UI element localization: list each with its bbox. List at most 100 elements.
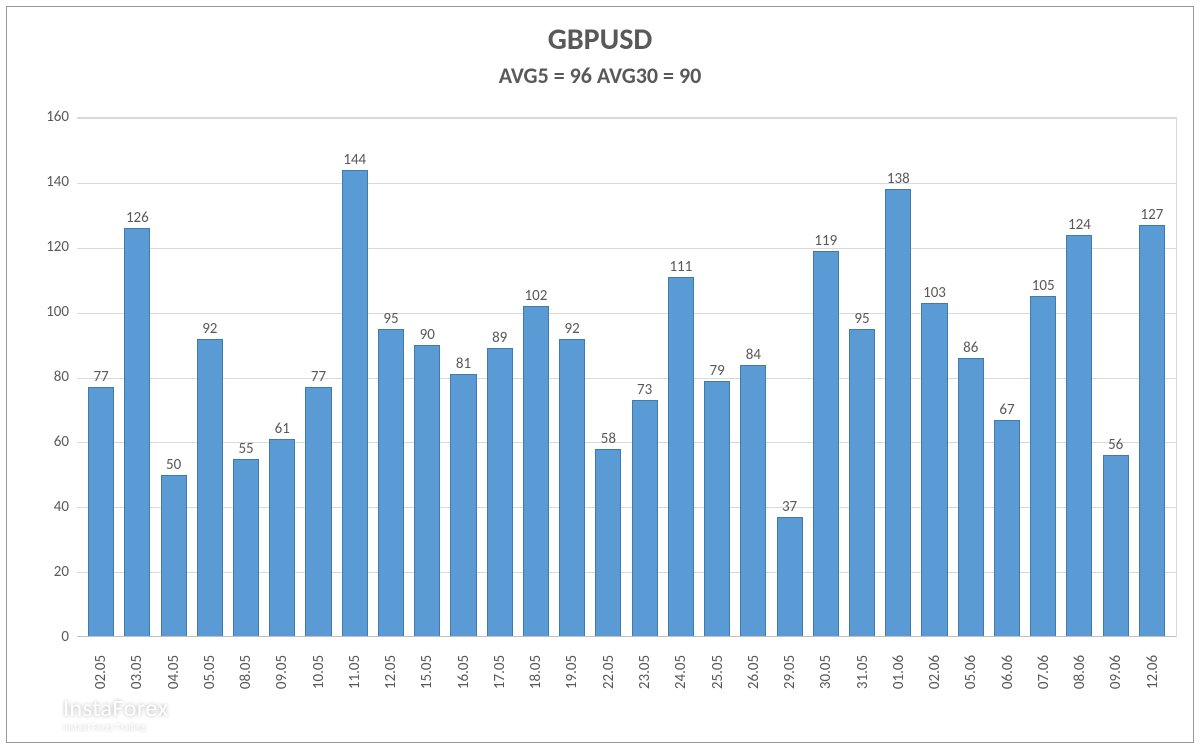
bar-wrap: 92 — [192, 118, 228, 637]
bar-value-label: 58 — [601, 432, 616, 447]
y-tick-label: 20 — [29, 563, 69, 581]
watermark-sub: Instant Forex Trading — [63, 723, 168, 732]
y-tick-label: 140 — [29, 173, 69, 191]
x-tick-label: 10.05 — [310, 654, 328, 690]
bar-value-label: 119 — [814, 234, 837, 249]
bar-wrap: 81 — [445, 118, 481, 637]
x-tick-label: 09.05 — [273, 654, 291, 690]
bar-wrap: 92 — [554, 118, 590, 637]
bar — [305, 387, 331, 637]
bar-value-label: 90 — [420, 328, 435, 343]
bar-value-label: 67 — [999, 403, 1014, 418]
bar-value-label: 77 — [311, 370, 326, 385]
bar — [813, 251, 839, 637]
bar-value-label: 50 — [166, 458, 181, 473]
y-tick-label: 80 — [29, 368, 69, 386]
y-tick-label: 40 — [29, 498, 69, 516]
x-tick-label: 17.05 — [491, 654, 509, 690]
y-tick-label: 120 — [29, 238, 69, 256]
bar — [740, 365, 766, 637]
bar-value-label: 37 — [782, 500, 797, 515]
x-tick-label: 29.05 — [781, 654, 799, 690]
bar-value-label: 55 — [238, 442, 253, 457]
bar — [1030, 296, 1056, 637]
x-tick-label: 04.05 — [165, 654, 183, 690]
bar-value-label: 111 — [669, 260, 692, 275]
bar-value-label: 124 — [1068, 218, 1091, 233]
bar-value-label: 144 — [343, 153, 366, 168]
x-axis-line — [77, 636, 1176, 637]
bar — [487, 348, 513, 637]
bar — [885, 189, 911, 637]
x-tick-label: 05.06 — [963, 654, 981, 690]
bar — [523, 306, 549, 637]
bar — [668, 277, 694, 637]
bar-value-label: 95 — [383, 312, 398, 327]
bar-wrap: 67 — [989, 118, 1025, 637]
bar-value-label: 105 — [1032, 279, 1055, 294]
bar-wrap: 119 — [808, 118, 844, 637]
bar-wrap: 56 — [1098, 118, 1134, 637]
bar-wrap: 90 — [409, 118, 445, 637]
y-tick-label: 60 — [29, 433, 69, 451]
x-tick-label: 08.06 — [1071, 654, 1089, 690]
bar-wrap: 124 — [1061, 118, 1097, 637]
x-tick-label: 01.06 — [890, 654, 908, 690]
y-tick-label: 160 — [29, 108, 69, 126]
x-tick-label: 26.05 — [745, 654, 763, 690]
bar-wrap: 86 — [953, 118, 989, 637]
x-tick-label: 30.05 — [817, 654, 835, 690]
bar-value-label: 126 — [126, 211, 149, 226]
bar — [414, 345, 440, 637]
x-tick-label: 22.05 — [600, 654, 618, 690]
bar-value-label: 92 — [202, 322, 217, 337]
bar-wrap: 103 — [916, 118, 952, 637]
bar-wrap: 77 — [83, 118, 119, 637]
bar-value-label: 86 — [963, 341, 978, 356]
bar-wrap: 89 — [482, 118, 518, 637]
plot-area: 7712650925561771449590818910292587311179… — [77, 117, 1177, 637]
bar-wrap: 111 — [663, 118, 699, 637]
bar — [595, 449, 621, 637]
bar-value-label: 84 — [746, 348, 761, 363]
bar-wrap: 77 — [300, 118, 336, 637]
x-tick-label: 15.05 — [419, 654, 437, 690]
bar-wrap: 144 — [337, 118, 373, 637]
plot-background: 7712650925561771449590818910292587311179… — [77, 117, 1177, 637]
x-tick-label: 12.06 — [1144, 654, 1162, 690]
x-tick-label: 05.05 — [201, 654, 219, 690]
bar-value-label: 92 — [565, 322, 580, 337]
bar-wrap: 95 — [373, 118, 409, 637]
bar-value-label: 61 — [275, 422, 290, 437]
bar — [632, 400, 658, 637]
bar — [849, 329, 875, 637]
bar-value-label: 89 — [492, 331, 507, 346]
x-tick-label: 31.05 — [854, 654, 872, 690]
bar-value-label: 77 — [94, 370, 109, 385]
bar-wrap: 126 — [119, 118, 155, 637]
bar — [88, 387, 114, 637]
bar-value-label: 138 — [887, 172, 910, 187]
bar — [1103, 455, 1129, 637]
x-tick-label: 23.05 — [636, 654, 654, 690]
bar — [559, 339, 585, 637]
x-tick-label: 12.05 — [382, 654, 400, 690]
bar — [777, 517, 803, 637]
chart-subtitle: AVG5 = 96 AVG30 = 90 — [7, 62, 1193, 89]
x-tick-label: 08.05 — [237, 654, 255, 690]
bar-wrap: 55 — [228, 118, 264, 637]
x-tick-label: 11.05 — [346, 654, 364, 690]
x-tick-label: 24.05 — [672, 654, 690, 690]
bar-value-label: 81 — [456, 357, 471, 372]
watermark-icon — [21, 698, 55, 732]
bar — [958, 358, 984, 637]
y-tick-label: 100 — [29, 303, 69, 321]
bar-value-label: 95 — [854, 312, 869, 327]
bar — [921, 303, 947, 637]
x-tick-label: 03.05 — [128, 654, 146, 690]
bar — [1139, 225, 1165, 637]
bar-wrap: 58 — [590, 118, 626, 637]
bar-wrap: 127 — [1134, 118, 1170, 637]
bar — [704, 381, 730, 637]
bar — [233, 459, 259, 637]
